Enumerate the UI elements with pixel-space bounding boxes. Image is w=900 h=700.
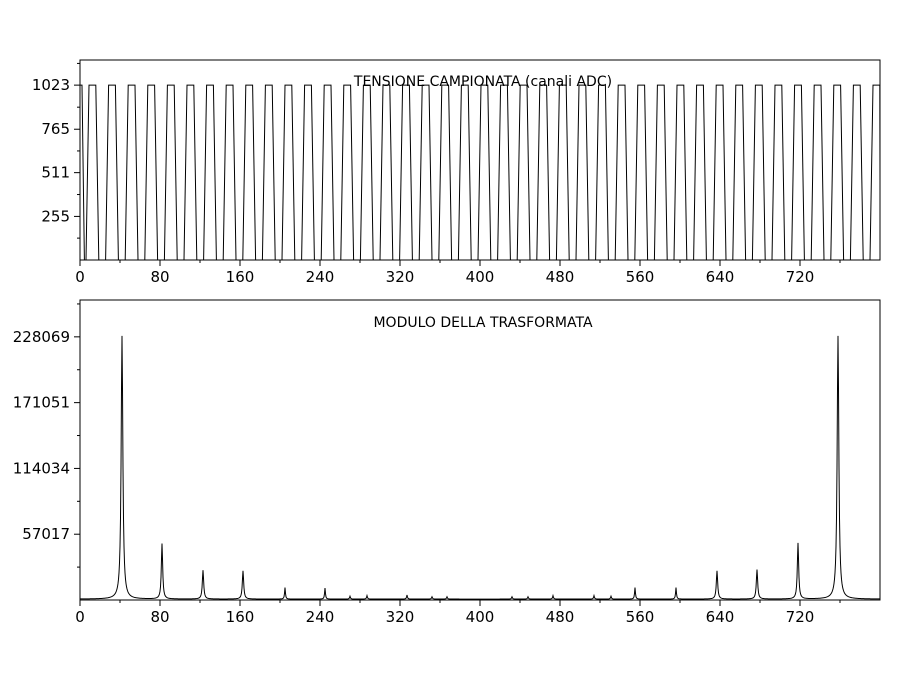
- spectrum-axes: 0 80 160 240 320 400 480 560 640 720 57017 114034 17…: [13, 303, 841, 626]
- time-domain-x-tick-label: 560: [626, 268, 655, 286]
- time-domain-x-tick-label: 160: [226, 268, 255, 286]
- spectrum-plot-frame: [79, 299, 881, 601]
- spectrum-panel: MODULO DELLA TRASFORMATA 0 80 160 240 320 400…: [13, 299, 881, 626]
- spectrum-y-tick-label: 171051: [13, 394, 70, 412]
- spectrum-y-tick-label: 228069: [13, 328, 70, 346]
- spectrum-x-tick-label: 80: [150, 608, 169, 626]
- spectrum-y-tick-label: 114034: [13, 459, 70, 477]
- time-domain-x-tick-label: 0: [75, 268, 85, 286]
- spectrum-x-tick-label: 0: [75, 608, 85, 626]
- time-domain-x-tick-label: 400: [466, 268, 495, 286]
- time-domain-y-tick-label: 511: [41, 164, 70, 182]
- time-domain-y-tick-label: 765: [41, 120, 70, 138]
- time-domain-y-tick-label: 255: [41, 207, 70, 225]
- time-domain-x-tick-label: 240: [306, 268, 335, 286]
- spectrum-x-tick-label: 640: [706, 608, 735, 626]
- time-domain-y-tick-label: 1023: [32, 76, 70, 94]
- time-domain-title: TENSIONE CAMPIONATA (canali ADC): [353, 74, 612, 90]
- time-domain-x-tick-label: 720: [786, 268, 815, 286]
- time-domain-x-tick-label: 480: [546, 268, 575, 286]
- spectrum-title: MODULO DELLA TRASFORMATA: [373, 315, 592, 331]
- transform-magnitude-series-line: [80, 335, 880, 600]
- spectrum-x-tick-label: 240: [306, 608, 335, 626]
- spectrum-x-tick-label: 560: [626, 608, 655, 626]
- spectrum-x-tick-label: 400: [466, 608, 495, 626]
- time-domain-panel: TENSIONE CAMPIONATA (canali ADC) 0 80 160 2…: [32, 59, 881, 286]
- time-domain-axes: 0 80 160 240 320 400 480 560 640 720 255 511 765 1023: [32, 62, 841, 286]
- spectrum-y-tick-label: 57017: [22, 525, 70, 543]
- sampled-voltage-series-line: [80, 84, 881, 261]
- spectrum-x-tick-label: 160: [226, 608, 255, 626]
- time-domain-x-tick-label: 640: [706, 268, 735, 286]
- spectrum-x-tick-label: 320: [386, 608, 415, 626]
- time-domain-x-tick-label: 80: [150, 268, 169, 286]
- spectrum-x-tick-label: 720: [786, 608, 815, 626]
- time-domain-x-tick-label: 320: [386, 268, 415, 286]
- spectrum-x-tick-label: 480: [546, 608, 575, 626]
